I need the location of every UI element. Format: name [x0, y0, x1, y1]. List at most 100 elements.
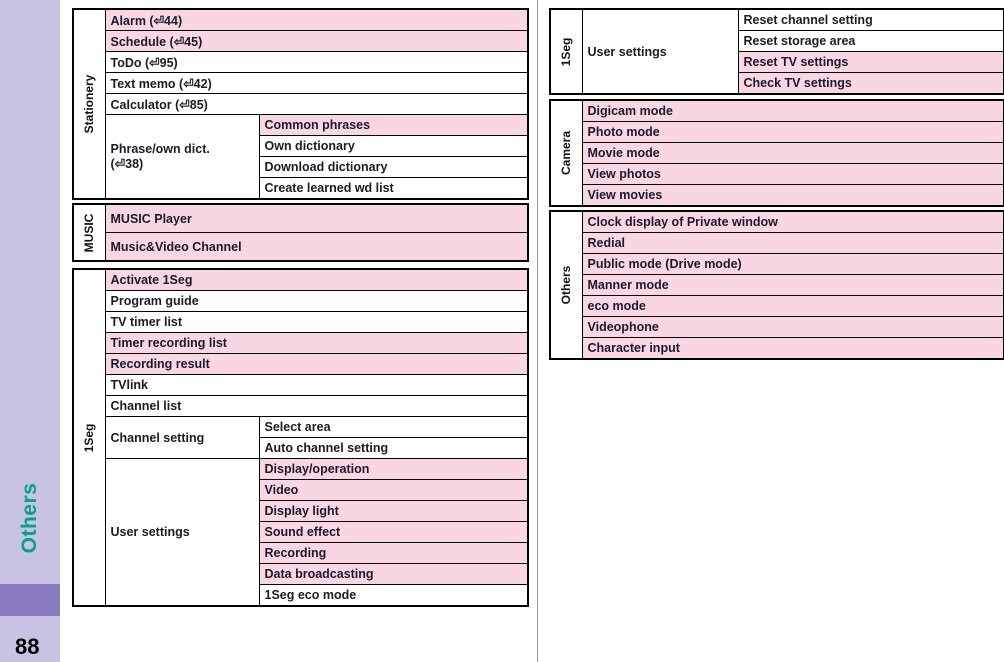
menu-cell: User settings	[104, 458, 260, 607]
menu-cell: Public mode (Drive mode)	[581, 253, 1004, 275]
menu-cell: Reset TV settings	[737, 51, 1004, 73]
menu-cell: Create learned wd list	[258, 177, 529, 200]
menu-item-text: Character input	[587, 341, 680, 355]
menu-item-text: Select area	[264, 420, 331, 434]
menu-cell: Clock display of Private window	[581, 210, 1004, 233]
menu-item-text: Channel list	[110, 399, 182, 413]
music-table: MUSIC MUSIC Player Music&Video Channel	[72, 203, 529, 262]
menu-item-text: TV timer list	[110, 315, 183, 329]
menu-item-text: Recording	[264, 546, 327, 560]
menu-cell: ToDo (⏎95)	[104, 51, 529, 73]
menu-item-text: Phrase/own dict. (⏎38)	[106, 141, 258, 172]
menu-cell: Select area	[258, 416, 529, 438]
menu-item-text: Reset TV settings	[743, 55, 849, 69]
menu-item-text: 1Seg eco mode	[264, 588, 357, 602]
menu-item-text: Digicam mode	[587, 104, 673, 118]
menu-item-text: Schedule (⏎45)	[110, 34, 203, 49]
menu-cell: Auto channel setting	[258, 437, 529, 459]
menu-cell: Digicam mode	[581, 99, 1004, 122]
side-tab-strip: Others 88	[0, 0, 60, 662]
table-row: TV timer list	[73, 311, 529, 333]
menu-item-text: Calculator (⏎85)	[110, 97, 208, 112]
group-label: 1Seg	[559, 37, 574, 66]
group-cell: Others	[549, 210, 583, 360]
menu-item-text: User settings	[110, 525, 190, 539]
menu-item-text: Check TV settings	[743, 76, 852, 90]
table-row: View photos	[550, 163, 1004, 185]
menu-cell: MUSIC Player	[104, 203, 529, 233]
menu-cell: Channel setting	[104, 416, 260, 459]
menu-cell: Manner mode	[581, 274, 1004, 296]
group-label: Others	[559, 265, 574, 305]
menu-cell: Movie mode	[581, 142, 1004, 164]
menu-cell: Sound effect	[258, 521, 529, 543]
group-cell: MUSIC	[72, 203, 106, 262]
menu-cell: Recording result	[104, 353, 529, 375]
menu-item-text: Redial	[587, 236, 626, 250]
menu-item-text: Common phrases	[264, 118, 371, 132]
group-cell: Camera	[549, 99, 583, 207]
menu-cell: View movies	[581, 184, 1004, 207]
table-row: 1Seg eco mode	[73, 584, 529, 607]
menu-item-text: TVlink	[110, 378, 149, 392]
table-row: Timer recording list	[73, 332, 529, 354]
menu-cell: Reset storage area	[737, 30, 1004, 52]
table-row: View movies	[550, 184, 1004, 207]
menu-item-text: Data broadcasting	[264, 567, 374, 581]
oneseg-cont-table: 1Seg User settings Reset channel setting…	[549, 8, 1004, 95]
table-row: Stationery Alarm (⏎44)	[72, 8, 529, 200]
menu-cell: Redial	[581, 232, 1004, 254]
camera-table: Camera Digicam mode Photo mode Movie mod…	[549, 99, 1004, 207]
menu-item-text: User settings	[587, 44, 667, 59]
group-cell: 1Seg	[72, 268, 106, 607]
group-label: Camera	[559, 130, 574, 176]
group-cell: 1Seg	[549, 8, 583, 95]
table-row: Sound effect	[73, 521, 529, 543]
menu-cell: eco mode	[581, 295, 1004, 317]
menu-cell: Display light	[258, 500, 529, 522]
menu-cell: Videophone	[581, 316, 1004, 338]
menu-item-text: Photo mode	[587, 125, 660, 139]
phrase-label-line2: (⏎38)	[110, 156, 144, 171]
menu-item-text: Video	[264, 483, 299, 497]
table-row: Channel list	[73, 395, 529, 417]
menu-item-text: Movie mode	[587, 146, 660, 160]
menu-item-text: Reset storage area	[743, 34, 856, 48]
table-row: Manner mode	[550, 274, 1004, 296]
menu-item-text: Display light	[264, 504, 339, 518]
menu-cell: Common phrases	[258, 114, 529, 136]
menu-cell: TVlink	[104, 374, 529, 396]
menu-cell: Timer recording list	[104, 332, 529, 354]
menu-item-text: Alarm (⏎44)	[110, 13, 183, 28]
table-row: Music&Video Channel	[73, 232, 529, 262]
menu-item-text: Activate 1Seg	[110, 273, 193, 287]
table-row: Recording result	[73, 353, 529, 375]
table-row: Display light	[73, 500, 529, 522]
menu-cell: Check TV settings	[737, 72, 1004, 95]
table-row: Download dictionary	[73, 156, 529, 178]
menu-cell: Display/operation	[258, 458, 529, 480]
menu-item-text: MUSIC Player	[110, 211, 192, 226]
menu-cell: Video	[258, 479, 529, 501]
menu-cell: Activate 1Seg	[104, 268, 529, 291]
menu-item-text: View movies	[587, 188, 663, 202]
menu-item-text: Public mode (Drive mode)	[587, 257, 742, 271]
table-row: TVlink	[73, 374, 529, 396]
table-row: Text memo (⏎42)	[73, 72, 529, 94]
menu-item-text: Reset channel setting	[743, 13, 873, 27]
oneseg-table: 1Seg Activate 1Seg Program guide TV time…	[72, 268, 530, 607]
page-number: 88	[15, 634, 40, 659]
table-row: Public mode (Drive mode)	[550, 253, 1004, 275]
table-row: Reset storage area	[550, 30, 1004, 52]
menu-cell: Channel list	[104, 395, 529, 417]
table-row: 1Seg Activate 1Seg	[72, 268, 529, 607]
menu-cell: Alarm (⏎44)	[104, 8, 529, 31]
table-row: Videophone	[550, 316, 1004, 338]
phrase-label-line1: Phrase/own dict.	[110, 141, 210, 156]
table-row: Create learned wd list	[73, 177, 529, 200]
menu-item-text: Text memo (⏎42)	[110, 76, 212, 91]
table-row: Own dictionary	[73, 135, 529, 157]
table-row: Character input	[550, 337, 1004, 360]
table-row: Movie mode	[550, 142, 1004, 164]
menu-item-text: Music&Video Channel	[110, 239, 242, 254]
